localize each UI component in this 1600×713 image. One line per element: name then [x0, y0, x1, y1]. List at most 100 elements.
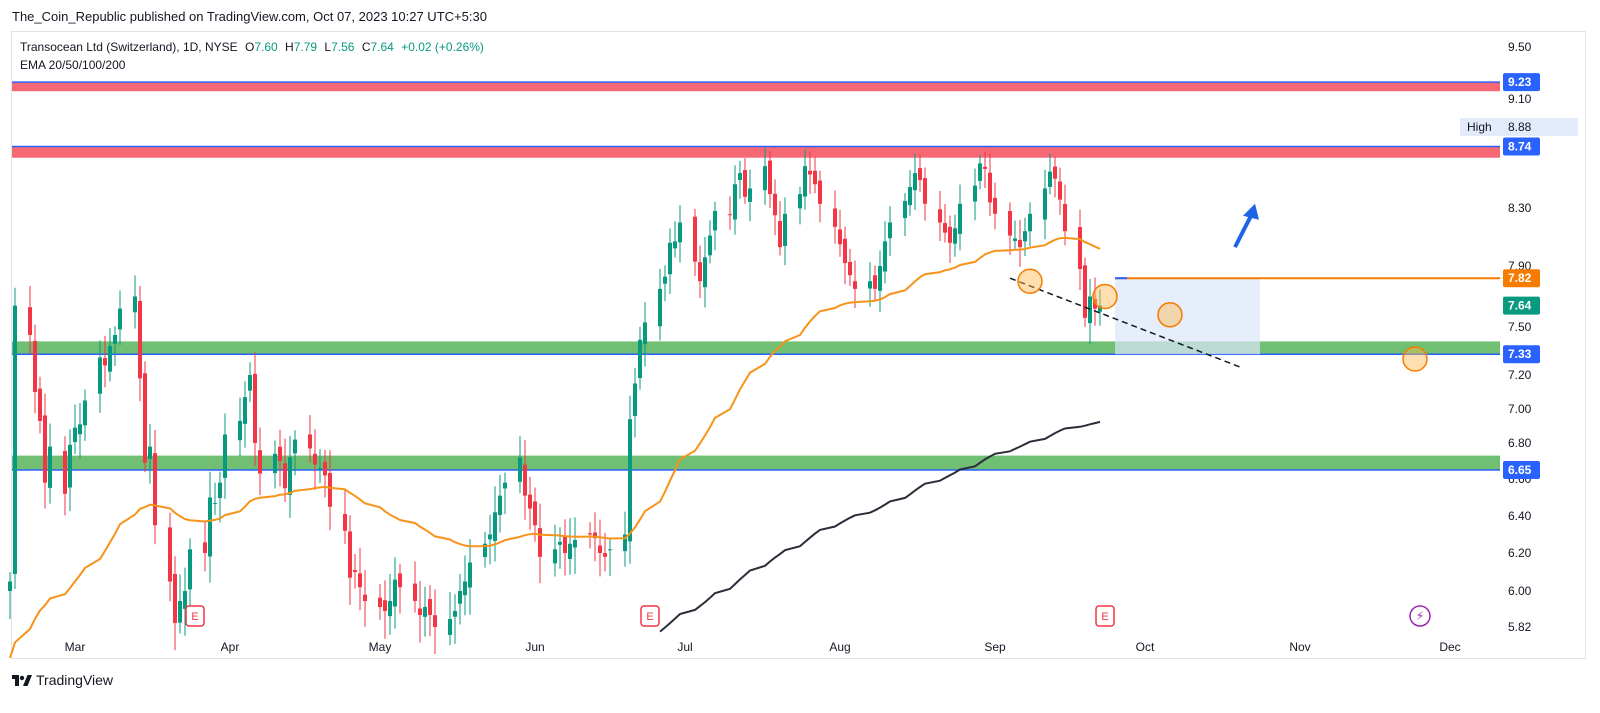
candle-body	[733, 184, 737, 220]
candle-body	[598, 545, 602, 553]
candle-body	[693, 216, 697, 262]
y-tick-label: 9.10	[1508, 92, 1532, 106]
candle-body	[658, 288, 662, 327]
candle-body	[698, 262, 702, 282]
candle-body	[388, 601, 392, 617]
candle-body	[813, 170, 817, 185]
y-tick-label: 6.80	[1508, 436, 1532, 450]
trendline	[1009, 277, 1241, 368]
highlight-circle	[1157, 302, 1183, 328]
candle-body	[628, 419, 632, 542]
y-tick-label: 5.82	[1508, 620, 1532, 634]
candle-body	[393, 579, 397, 607]
candle-body	[903, 201, 907, 219]
candle-body	[713, 210, 717, 231]
candle-body	[503, 482, 507, 489]
candle-body	[1048, 171, 1052, 187]
candle-body	[728, 214, 732, 216]
candle-body	[363, 594, 367, 601]
earnings-box	[1095, 605, 1115, 627]
legend-symbol[interactable]: Transocean Ltd (Switzerland), 1D, NYSE	[20, 40, 238, 54]
earnings-box	[640, 605, 660, 627]
candle-body	[1058, 181, 1062, 200]
candle-body	[1043, 188, 1047, 220]
candle-body	[318, 468, 322, 470]
up-arrow-icon	[1233, 203, 1259, 249]
zone-resistance	[12, 82, 1500, 92]
price-badge	[1503, 345, 1540, 364]
time-axis[interactable]: Mar Apr May Jun Jul Aug Sep Oct Nov Dec	[65, 640, 1461, 654]
candle-body	[288, 457, 292, 495]
footer: TradingView	[12, 671, 113, 691]
candle-body	[143, 373, 147, 463]
legend-indicator[interactable]: EMA 20/50/100/200	[20, 58, 126, 72]
candle-body	[1083, 265, 1087, 318]
x-tick-label: Aug	[829, 640, 850, 654]
candle-body	[838, 229, 842, 245]
candle-body	[938, 209, 942, 223]
candle-body	[883, 241, 887, 272]
y-tick-label: 7.00	[1508, 402, 1532, 416]
candle-body	[668, 242, 672, 275]
candle-body	[43, 415, 47, 483]
candle-body	[533, 501, 537, 526]
candle-body	[603, 553, 607, 557]
candle-body	[558, 541, 562, 545]
candle-body	[1088, 296, 1092, 324]
tradingview-logo-icon	[12, 675, 32, 687]
candle-body	[708, 235, 712, 256]
candle-body	[943, 223, 947, 233]
selection-box-layer	[1115, 278, 1260, 355]
candle-body	[78, 424, 82, 435]
candle-body	[783, 213, 787, 246]
candle-body	[868, 281, 872, 289]
candle-body	[593, 532, 597, 539]
candle-body	[748, 188, 752, 202]
legend-low: 7.56	[331, 40, 355, 54]
candle-body	[328, 473, 332, 507]
up-arrow-shaft	[1233, 212, 1254, 249]
candle-body	[38, 388, 42, 421]
candle-body	[768, 160, 772, 195]
candle-body	[138, 300, 142, 379]
candle-body	[28, 307, 32, 335]
y-tick-label: 8.30	[1508, 201, 1532, 215]
candle-body	[383, 600, 387, 611]
drawings	[1009, 203, 1500, 372]
candle-body	[1013, 238, 1017, 241]
candle-body	[1078, 227, 1082, 270]
candle-body	[33, 340, 37, 392]
legend-open-label: O	[245, 40, 255, 54]
candle-body	[448, 619, 452, 635]
price-badge	[1503, 137, 1540, 156]
candle-body	[563, 536, 567, 553]
candle-body	[913, 173, 917, 191]
zone-resistance	[12, 146, 1500, 158]
candle-body	[223, 434, 227, 478]
legend-high: 7.79	[293, 40, 318, 54]
x-tick-label: Apr	[221, 640, 240, 654]
candle-body	[873, 275, 877, 289]
candle-body	[118, 308, 122, 330]
candle-body	[973, 185, 977, 202]
candle-body	[418, 608, 422, 615]
y-tick-label: 6.00	[1508, 584, 1532, 598]
candle-body	[663, 276, 667, 284]
candle-body	[188, 549, 192, 590]
price-axis[interactable]: 9.509.108.307.907.507.207.006.806.606.40…	[1460, 32, 1585, 638]
candle-body	[463, 581, 467, 596]
candle-body	[553, 549, 557, 564]
candle-body	[173, 574, 177, 623]
candle-body	[773, 193, 777, 216]
footer-brand: TradingView	[36, 672, 114, 689]
candle-body	[803, 166, 807, 197]
zone-support	[12, 455, 1500, 470]
candle-body	[523, 464, 527, 496]
dividend-icon: ⚡	[1416, 609, 1424, 623]
earnings-label: E	[191, 611, 198, 623]
sr-zones	[12, 81, 1500, 471]
y-tick-label: 7.50	[1508, 320, 1532, 334]
dividend-circle	[1409, 605, 1431, 627]
legend-change: +0.02 (+0.26%)	[401, 40, 484, 54]
